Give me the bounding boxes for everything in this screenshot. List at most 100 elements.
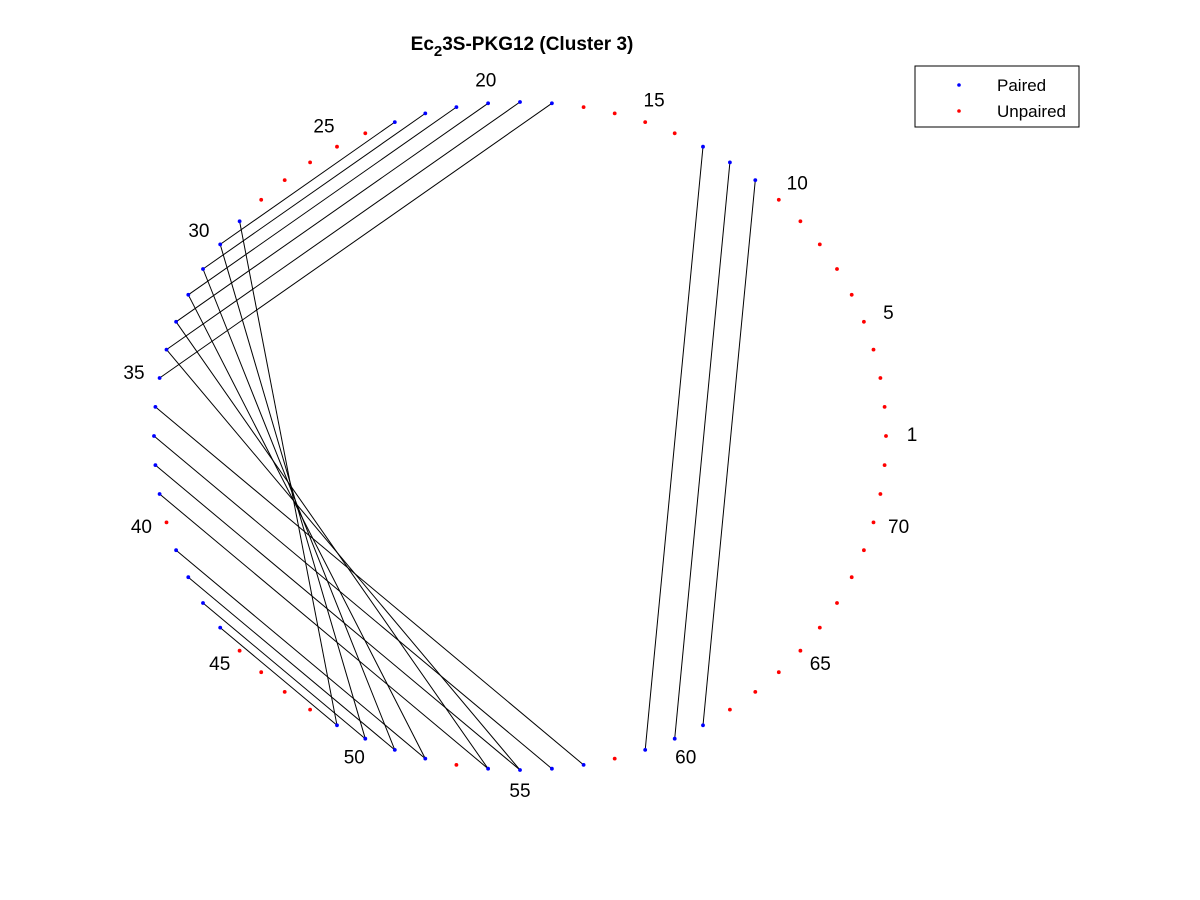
- unpaired-point-4: [871, 347, 876, 352]
- paired-point-54: [486, 766, 490, 771]
- legend: Paired Unpaired: [914, 65, 1080, 128]
- unpaired-point-48: [308, 707, 312, 712]
- paired-point-55: [518, 768, 522, 772]
- unpaired-point-70: [871, 520, 876, 525]
- paired-point-57: [581, 763, 586, 767]
- nucleotide-points: [152, 100, 888, 772]
- unpaired-point-71: [878, 492, 883, 496]
- pair-line-20-33: [175, 102, 489, 323]
- pair-line-39-54: [159, 493, 489, 770]
- paired-point-23: [392, 120, 397, 124]
- unpaired-point-3: [878, 376, 883, 380]
- pair-line-18-35: [159, 102, 553, 379]
- tick-label-1: 1: [907, 425, 918, 446]
- unpaired-point-2: [882, 405, 887, 409]
- unpaired-point-67: [835, 601, 839, 605]
- paired-point-18: [550, 101, 554, 106]
- pair-line-29-49: [239, 221, 338, 726]
- pair-line-12-60: [674, 162, 731, 739]
- pair-line-38-55: [155, 464, 521, 771]
- unpaired-point-17: [581, 105, 586, 109]
- unpaired-point-40: [164, 520, 169, 525]
- unpaired-point-72: [882, 463, 887, 467]
- pair-line-36-57: [155, 406, 584, 766]
- paired-point-49: [335, 723, 339, 728]
- paired-point-21: [454, 105, 459, 109]
- paired-point-51: [392, 748, 397, 752]
- pair-line-43-50: [202, 602, 366, 740]
- unpaired-point-64: [776, 670, 781, 675]
- unpaired-point-65: [798, 648, 803, 653]
- unpaired-point-45: [237, 648, 242, 653]
- pair-line-32-52: [187, 294, 426, 759]
- paired-point-39: [157, 492, 162, 496]
- tick-label-60: 60: [675, 748, 696, 769]
- tick-label-10: 10: [787, 173, 808, 194]
- paired-point-50: [363, 736, 368, 741]
- legend-marker-unpaired: [957, 109, 961, 113]
- paired-point-19: [518, 100, 522, 104]
- unpaired-point-53: [454, 763, 459, 767]
- paired-point-56: [550, 766, 554, 771]
- tick-label-70: 70: [888, 517, 909, 538]
- paired-point-22: [423, 111, 428, 116]
- unpaired-point-14: [672, 131, 677, 136]
- pair-line-37-56: [153, 435, 553, 770]
- pair-line-31-51: [202, 268, 396, 751]
- unpaired-point-16: [612, 111, 617, 116]
- pair-line-41-52: [175, 549, 426, 759]
- paired-point-32: [186, 292, 191, 297]
- unpaired-point-15: [643, 120, 648, 124]
- unpaired-point-1: [884, 434, 888, 438]
- pair-line-21-32: [188, 106, 457, 296]
- paired-point-42: [186, 575, 191, 580]
- legend-label-unpaired: Unpaired: [997, 102, 1066, 121]
- paired-point-43: [201, 601, 205, 605]
- pair-line-19-34: [166, 101, 521, 351]
- chart-title: Ec23S-PKG12 (Cluster 3): [411, 34, 634, 60]
- paired-point-38: [153, 463, 158, 467]
- unpaired-point-46: [259, 670, 264, 675]
- paired-point-59: [643, 748, 648, 752]
- paired-point-12: [728, 160, 732, 165]
- paired-point-35: [157, 376, 162, 380]
- unpaired-point-28: [259, 197, 264, 202]
- legend-label-paired: Paired: [997, 76, 1046, 95]
- paired-point-44: [218, 625, 223, 630]
- paired-point-30: [218, 242, 223, 247]
- paired-point-33: [174, 319, 179, 324]
- unpaired-point-68: [849, 575, 854, 580]
- tick-label-45: 45: [209, 654, 230, 675]
- paired-point-36: [153, 405, 158, 409]
- unpaired-point-25: [335, 144, 339, 149]
- unpaired-point-58: [612, 756, 617, 761]
- pair-line-30-50: [219, 244, 366, 739]
- unpaired-point-9: [798, 219, 803, 224]
- chart-title-group: Ec23S-PKG12 (Cluster 3): [411, 34, 634, 60]
- paired-point-13: [701, 144, 705, 149]
- paired-point-29: [237, 219, 242, 224]
- tick-label-50: 50: [344, 748, 365, 769]
- paired-point-61: [701, 723, 705, 728]
- pair-line-22-31: [202, 112, 426, 270]
- legend-box: [914, 65, 1080, 128]
- unpaired-point-24: [363, 131, 368, 136]
- tick-label-40: 40: [131, 517, 152, 538]
- tick-label-20: 20: [475, 70, 496, 91]
- pair-line-23-30: [219, 121, 396, 245]
- pair-line-44-49: [219, 627, 338, 726]
- pair-connections: [153, 101, 756, 771]
- pair-line-42-51: [187, 576, 396, 751]
- paired-point-37: [152, 434, 156, 438]
- tick-label-25: 25: [313, 117, 334, 138]
- paired-point-60: [672, 736, 677, 741]
- paired-point-20: [486, 101, 490, 106]
- unpaired-point-47: [282, 690, 287, 694]
- unpaired-point-62: [728, 707, 732, 712]
- unpaired-point-10: [776, 197, 781, 202]
- unpaired-point-5: [862, 319, 866, 324]
- paired-point-41: [174, 548, 179, 553]
- tick-label-15: 15: [644, 91, 665, 112]
